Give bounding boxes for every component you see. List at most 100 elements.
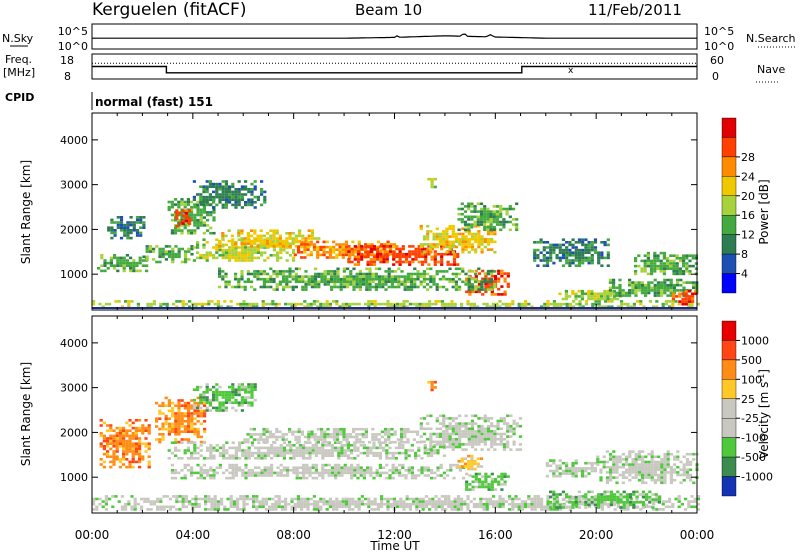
data-cell: [201, 498, 204, 501]
data-cell: [300, 506, 303, 509]
data-cell: [168, 201, 171, 204]
data-cell: [228, 447, 231, 450]
data-cell: [367, 256, 370, 259]
data-cell: [260, 242, 263, 245]
data-cell: [162, 253, 165, 256]
data-cell: [499, 208, 502, 211]
data-cell: [458, 446, 461, 449]
data-cell: [594, 241, 597, 244]
data-cell: [473, 503, 476, 506]
data-cell: [356, 273, 359, 276]
data-cell: [490, 443, 493, 446]
data-cell: [279, 257, 282, 260]
data-cell: [490, 210, 493, 213]
data-cell: [350, 464, 353, 467]
data-cell: [310, 498, 313, 501]
data-cell: [281, 508, 284, 511]
data-cell: [345, 500, 348, 503]
data-cell: [445, 235, 448, 238]
data-cell: [384, 441, 387, 444]
data-cell: [260, 204, 263, 207]
data-cell: [209, 409, 212, 412]
data-cell: [124, 508, 127, 511]
data-cell: [112, 450, 115, 453]
data-cell: [500, 438, 503, 441]
data-cell: [600, 251, 603, 254]
data-cell: [395, 447, 398, 450]
data-cell: [282, 288, 285, 291]
data-cell: [411, 474, 414, 477]
data-cell: [461, 460, 464, 463]
data-cell: [578, 257, 581, 260]
data-cell: [342, 506, 345, 509]
data-cell: [691, 295, 694, 298]
data-cell: [475, 486, 478, 489]
data-cell: [282, 433, 285, 436]
data-cell: [218, 275, 221, 278]
data-cell: [171, 472, 174, 475]
data-cell: [679, 284, 682, 287]
data-cell: [346, 441, 349, 444]
data-cell: [452, 278, 455, 281]
data-cell: [536, 264, 539, 267]
data-cell: [512, 223, 515, 226]
data-cell: [187, 423, 190, 426]
data-cell: [613, 298, 616, 301]
data-cell: [359, 270, 362, 273]
data-cell: [471, 246, 474, 249]
data-cell: [320, 438, 323, 441]
data-cell: [276, 466, 279, 469]
data-cell: [486, 500, 489, 503]
data-cell: [209, 401, 212, 404]
data-cell: [237, 281, 240, 284]
data-cell: [340, 288, 343, 291]
data-cell: [196, 206, 199, 209]
data-cell: [474, 233, 477, 236]
data-cell: [477, 223, 480, 226]
data-cell: [206, 204, 209, 207]
data-cell: [289, 457, 292, 460]
data-cell: [275, 438, 278, 441]
data-cell: [132, 458, 135, 461]
data-cell: [397, 281, 400, 284]
data-cell: [311, 281, 314, 284]
data-cell: [324, 452, 327, 455]
data-cell: [349, 283, 352, 286]
data-cell: [455, 275, 458, 278]
data-cell: [180, 457, 183, 460]
data-cell: [442, 438, 445, 441]
data-cell: [331, 469, 334, 472]
data-cell: [484, 483, 487, 486]
data-cell: [165, 250, 168, 253]
data-cell: [266, 245, 269, 248]
data-cell: [148, 442, 151, 445]
data-cell: [395, 245, 398, 248]
data-cell: [334, 469, 337, 472]
data-cell: [187, 428, 190, 431]
data-cell: [310, 436, 313, 439]
data-cell: [132, 435, 135, 438]
data-cell: [428, 503, 431, 506]
data-cell: [434, 250, 437, 253]
data-cell: [484, 443, 487, 446]
data-cell: [416, 278, 419, 281]
data-cell: [490, 273, 493, 276]
data-cell: [303, 248, 306, 251]
data-cell: [406, 428, 409, 431]
data-cell: [503, 420, 506, 423]
data-cell: [267, 466, 270, 469]
data-cell: [276, 275, 279, 278]
colorbar-swatch: [722, 137, 736, 156]
data-cell: [125, 435, 128, 438]
data-cell: [231, 183, 234, 186]
data-cell: [656, 265, 659, 268]
data-cell: [225, 391, 228, 394]
data-cell: [120, 221, 123, 224]
data-cell: [459, 469, 462, 472]
data-cell: [688, 298, 691, 301]
data-cell: [348, 303, 351, 306]
data-cell: [681, 298, 684, 301]
data-cell: [346, 275, 349, 278]
data-cell: [351, 500, 354, 503]
data-cell: [246, 433, 249, 436]
